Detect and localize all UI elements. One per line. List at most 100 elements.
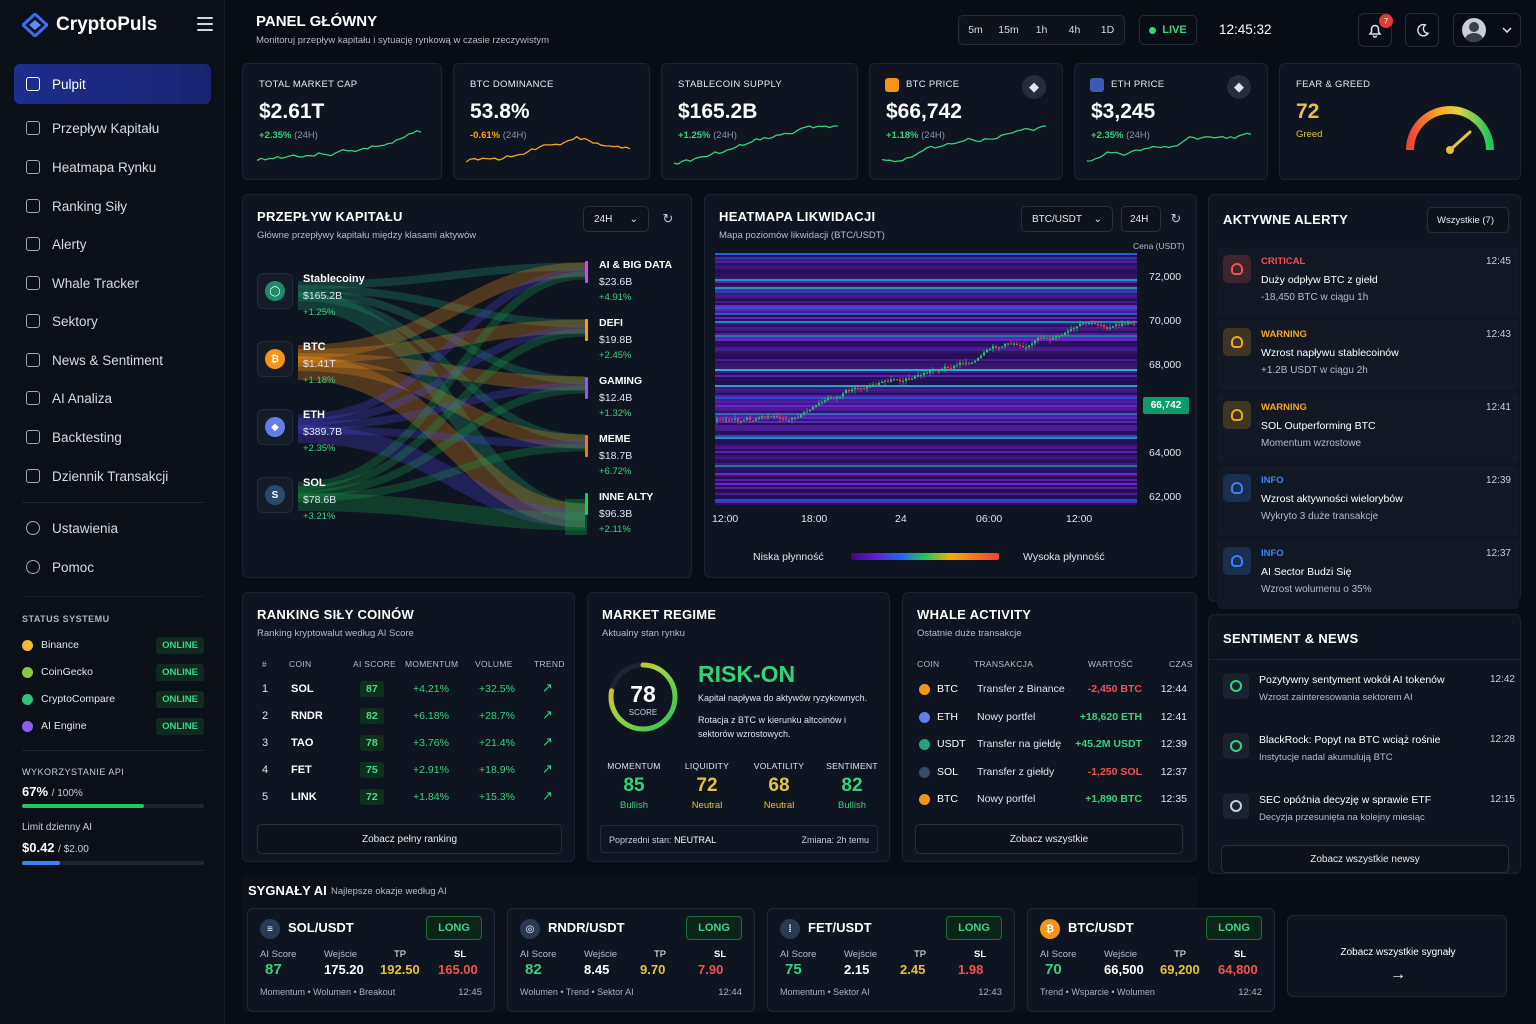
capital-flow-period-select[interactable]: 24H ⌄ [583, 206, 649, 232]
candle [1106, 326, 1108, 329]
stat-value: $165.2B [678, 100, 758, 123]
news-item[interactable]: SEC opóźnia decyzję w sprawie ETF Decyzja… [1221, 789, 1517, 845]
timeframe-4h[interactable]: 4h [1068, 24, 1081, 36]
signal-card[interactable]: ≡ SOL/USDT LONG AI Score Wejście TP SL 87 175.20… [247, 908, 495, 1012]
candle [1109, 327, 1111, 329]
sidebar-item-label: Dziennik Transakcji [52, 468, 169, 484]
system-status-title: STATUS SYSTEMU [22, 614, 110, 624]
timeframe-5m[interactable]: 5m [968, 24, 983, 36]
theme-toggle-button[interactable] [1405, 13, 1439, 47]
ranking-row[interactable]: 3 TAO 78 +3.76% +21.4% ↗ [257, 731, 563, 758]
coin-symbol: TAO [291, 737, 314, 749]
sidebar-item-3[interactable]: Ranking Siły [14, 186, 211, 226]
liquidity-band [715, 327, 1137, 329]
time-tick-label: 06:00 [976, 513, 1003, 525]
sidebar-item-1[interactable]: Przepływ Kapitału [14, 108, 211, 148]
whale-row[interactable]: USDT Transfer na giełdę +45.2M USDT 12:39 [917, 732, 1187, 759]
sidebar-bottom-item-0[interactable]: Ustawienia [14, 508, 211, 548]
sidebar-item-9[interactable]: Backtesting [14, 417, 211, 457]
ranking-row[interactable]: 2 RNDR 82 +6.18% +28.7% ↗ [257, 704, 563, 731]
sidebar-item-8[interactable]: AI Analiza [14, 378, 211, 418]
candle [1004, 343, 1006, 347]
flow-source-node[interactable]: ₿ [257, 341, 293, 377]
signal-sl: 64,800 [1218, 962, 1258, 977]
volume-value: +15.3% [479, 791, 515, 803]
stat-period: (24H) [502, 130, 527, 141]
alert-item[interactable]: WARNING SOL Outperforming BTC Momentum wzr… [1217, 393, 1519, 463]
sidebar-item-5[interactable]: Whale Tracker [14, 263, 211, 303]
alerts-panel: AKTYWNE ALERTY Wszystkie (7) CRITICAL Duż… [1208, 194, 1521, 609]
candle [746, 417, 748, 420]
pair-select[interactable]: BTC/USDT ⌄ [1021, 206, 1113, 232]
liquidity-band [715, 311, 1137, 313]
alert-item[interactable]: INFO AI Sector Budzi Się Wzrost wolumenu o… [1217, 539, 1519, 609]
refresh-icon[interactable]: ↻ [662, 211, 674, 226]
timeframe-15m[interactable]: 15m [998, 24, 1019, 36]
alert-item[interactable]: WARNING Wzrost napływu stablecoinów +1.2B … [1217, 320, 1519, 390]
all-news-button[interactable]: Zobacz wszystkie newsy [1221, 845, 1509, 873]
sidebar-item-0[interactable]: Pulpit [14, 64, 211, 104]
timeframe-1D[interactable]: 1D [1100, 24, 1115, 36]
heatmap-period-select[interactable]: 24H [1121, 206, 1161, 232]
nav-item-icon [26, 469, 40, 483]
news-item[interactable]: Pozytywny sentyment wokół AI tokenów Wzro… [1221, 669, 1517, 725]
sidebar-divider [22, 502, 204, 503]
candle [905, 378, 907, 381]
flow-source-node[interactable]: S [257, 477, 293, 513]
notifications-button[interactable]: 7 [1358, 13, 1393, 47]
news-item[interactable]: BlackRock: Popyt na BTC wciąż rośnie Inst… [1221, 729, 1517, 785]
alert-item[interactable]: INFO Wzrost aktywności wielorybów Wykryto … [1217, 466, 1519, 536]
whale-row[interactable]: BTC Transfer z Binance -2,450 BTC 12:44 [917, 677, 1187, 704]
sidebar-item-10[interactable]: Dziennik Transakcji [14, 456, 211, 496]
ranking-row[interactable]: 5 LINK 72 +1.84% +15.3% ↗ [257, 785, 563, 812]
liquidity-band [715, 357, 1137, 359]
alert-item[interactable]: CRITICAL Duży odpływ BTC z giełd -18,450 B… [1217, 247, 1519, 317]
flow-target-name: DEFI [599, 317, 623, 329]
regime-desc-1: Kapitał napływa do aktywów ryzykownych. [698, 693, 868, 703]
signal-card[interactable]: ◎ RNDR/USDT LONG AI Score Wejście TP SL 82 8.45 9… [507, 908, 755, 1012]
nav-item-icon [26, 353, 40, 367]
liquidity-band [715, 425, 1137, 427]
candle [1073, 328, 1075, 330]
sidebar-item-4[interactable]: Alerty [14, 224, 211, 264]
full-ranking-button[interactable]: Zobacz pełny ranking [257, 824, 562, 854]
sidebar-item-2[interactable]: Heatmapa Rynku [14, 147, 211, 187]
flow-source-node[interactable]: ◆ [257, 409, 293, 445]
sidebar-bottom-item-1[interactable]: Pomoc [14, 547, 211, 587]
all-signals-button[interactable]: Zobacz wszystkie sygnały → [1287, 915, 1507, 997]
alert-critical-icon [1223, 255, 1251, 283]
signal-tp-label: TP [914, 949, 927, 960]
rank-number: 5 [262, 791, 269, 803]
user-menu[interactable] [1453, 13, 1521, 47]
alert-desc: Momentum wzrostowe [1261, 438, 1362, 449]
liquidity-band [715, 429, 1137, 431]
signal-card[interactable]: ⁞ FET/USDT LONG AI Score Wejście TP SL 75 2.15 2.… [767, 908, 1015, 1012]
refresh-icon[interactable]: ↻ [1170, 211, 1182, 226]
alert-time: 12:43 [1485, 329, 1511, 340]
liquidity-band [715, 329, 1137, 331]
whale-row[interactable]: ETH Nowy portfel +18,620 ETH 12:41 [917, 705, 1187, 732]
whale-row[interactable]: BTC Nowy portfel +1,890 BTC 12:35 [917, 787, 1187, 814]
ranking-row[interactable]: 4 FET 75 +2.91% +18.9% ↗ [257, 758, 563, 785]
alerts-filter-button[interactable]: Wszystkie (7) [1427, 207, 1509, 233]
bell-icon [1368, 24, 1382, 38]
sidebar-item-7[interactable]: News & Sentiment [14, 340, 211, 380]
timeframe-1h[interactable]: 1h [1035, 24, 1048, 36]
coin-icon [919, 794, 930, 805]
flow-source-node[interactable]: ◯ [257, 273, 293, 309]
whale-row[interactable]: SOL Transfer z giełdy -1,250 SOL 12:37 [917, 760, 1187, 787]
flow-target-change: +1.32% [599, 408, 632, 419]
transaction-time: 12:37 [1160, 765, 1187, 778]
signal-card[interactable]: ₿ BTC/USDT LONG AI Score Wejście TP SL 70 66,500… [1027, 908, 1275, 1012]
ranking-row[interactable]: 1 SOL 87 +4.21% +32.5% ↗ [257, 677, 563, 704]
all-whales-button[interactable]: Zobacz wszystkie [915, 824, 1183, 854]
sidebar-item-6[interactable]: Sektory [14, 301, 211, 341]
candle [929, 370, 931, 373]
candle [932, 370, 934, 372]
candle [977, 357, 979, 361]
menu-toggle-icon[interactable] [197, 17, 213, 31]
logo[interactable]: CryptoPuls [22, 12, 157, 38]
coin-icon [919, 711, 930, 723]
sidebar-item-label: Pulpit [52, 76, 86, 92]
system-status-row: CoinGecko ONLINE [22, 662, 204, 682]
